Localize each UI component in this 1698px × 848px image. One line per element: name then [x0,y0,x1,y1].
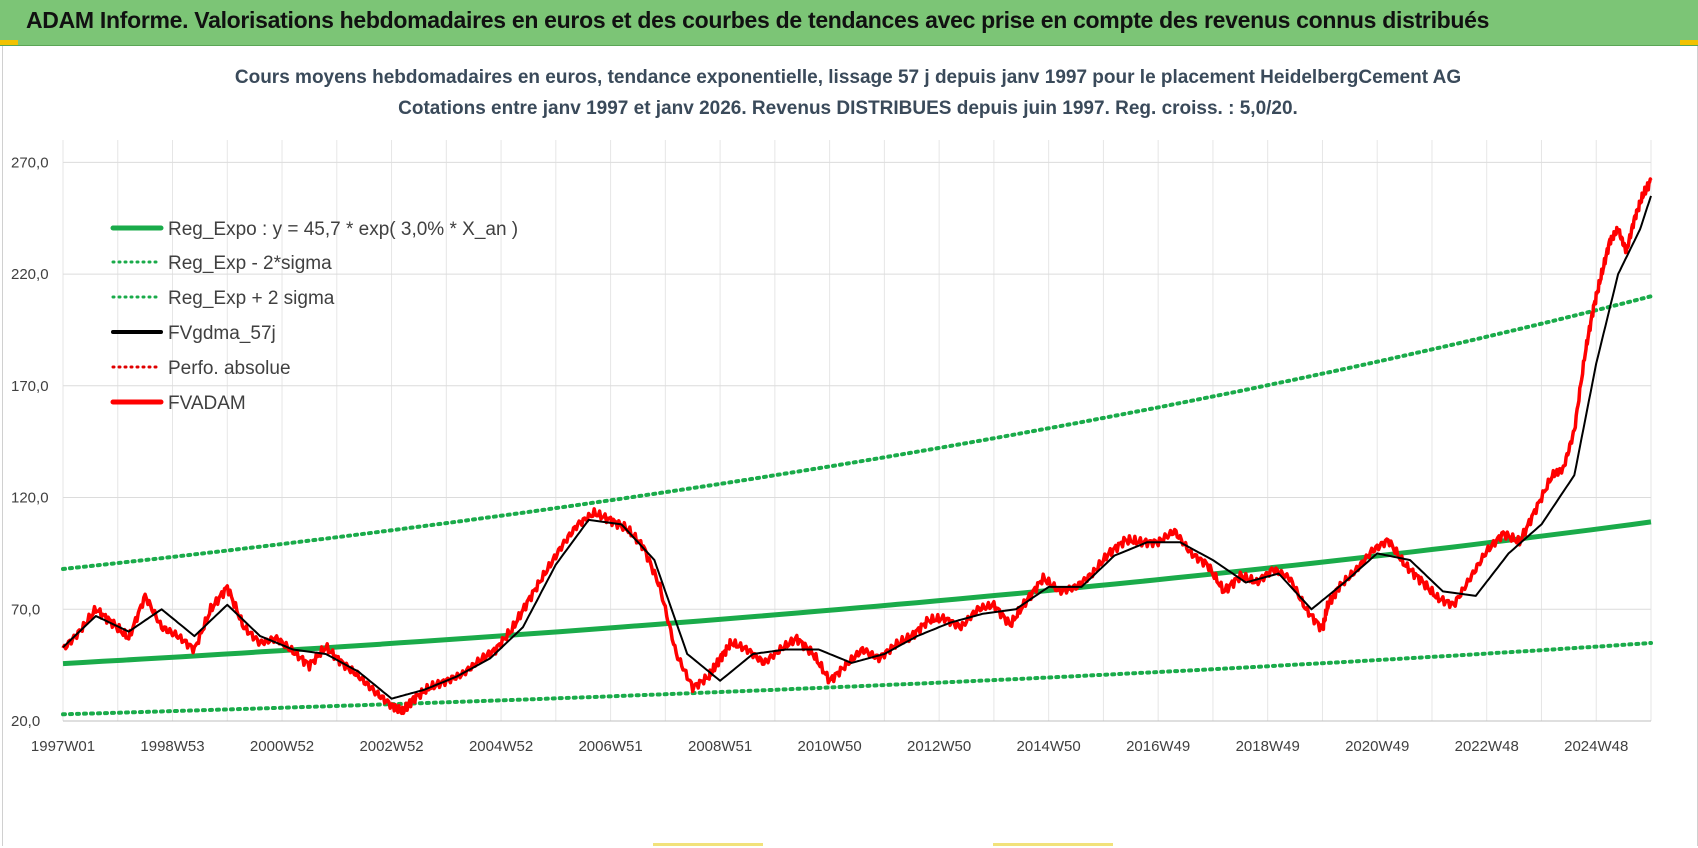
header-corner-left [0,40,18,45]
y-tick-label: 270,0 [11,154,49,171]
legend-label-reg: Reg_Expo : y = 45,7 * exp( 3,0% * X_an ) [168,219,518,240]
x-tick-label: 2022W48 [1455,738,1519,755]
legend-label-low: Reg_Exp - 2*sigma [168,253,332,274]
chart-title: Cours moyens hebdomadaires en euros, ten… [235,67,1461,88]
chart-svg: Cours moyens hebdomadaires en euros, ten… [11,67,1653,755]
x-tick-label: 2020W49 [1345,738,1409,755]
bottom-accent-left [653,843,763,846]
x-tick-label: 2008W51 [688,738,752,755]
chart-frame: Cours moyens hebdomadaires en euros, ten… [2,46,1698,846]
chart-series [61,177,1653,717]
series-reg-exp-plus-2sigma [61,294,1653,571]
x-tick-label: 2002W52 [359,738,423,755]
chart-axes: 20,0 70,0 120,0 170,0 220,0 270,0 1997W01 1998W… [11,154,1651,755]
x-tick-label: 2014W50 [1017,738,1081,755]
x-tick-label: 1998W53 [140,738,204,755]
legend-label-adam: FVADAM [168,393,246,414]
y-tick-label: 70,0 [11,601,40,618]
x-tick-label: 2024W48 [1564,738,1628,755]
y-tick-label: 120,0 [11,490,49,507]
y-tick-label: 20,0 [11,713,40,730]
x-tick-label: 2016W49 [1126,738,1190,755]
bottom-accent-right [993,843,1113,846]
series-fvgdma [62,195,1652,700]
x-tick-label: 2018W49 [1236,738,1300,755]
y-tick-label: 170,0 [11,378,49,395]
x-tick-label: 2012W50 [907,738,971,755]
x-tick-label: 2010W50 [798,738,862,755]
header-corner-right [1680,40,1698,45]
x-tick-label: 1997W01 [31,738,95,755]
series-reg-exp-minus-2sigma [61,641,1653,717]
legend-label-gdma: FVgdma_57j [168,323,276,344]
x-tick-label: 2004W52 [469,738,533,755]
chart-legend: Reg_Expo : y = 45,7 * exp( 3,0% * X_an )… [110,219,518,414]
chart-subtitle: Cotations entre janv 1997 et janv 2026. … [398,98,1298,119]
x-tick-label: 2006W51 [578,738,642,755]
y-tick-label: 220,0 [11,266,49,283]
legend-label-high: Reg_Exp + 2 sigma [168,288,335,309]
header-bar: ADAM Informe. Valorisations hebdomadaire… [0,0,1698,46]
x-tick-label: 2000W52 [250,738,314,755]
legend-label-perf: Perfo. absolue [168,358,291,379]
header-title: ADAM Informe. Valorisations hebdomadaire… [26,7,1490,33]
